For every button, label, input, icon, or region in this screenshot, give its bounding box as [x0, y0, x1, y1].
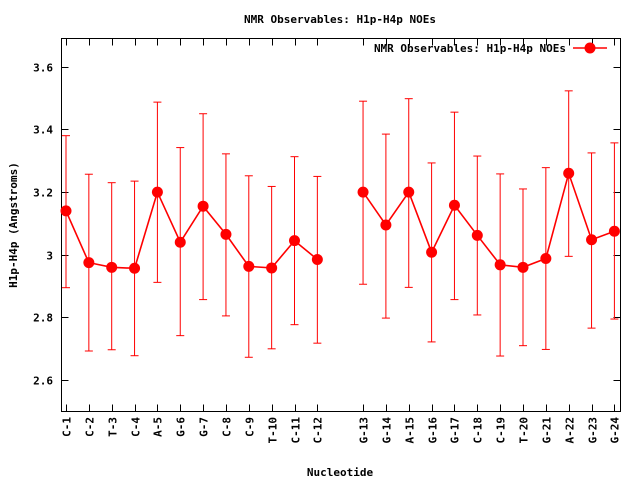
x-tick-label: G-14 [381, 417, 394, 444]
chart-title: NMR Observables: H1p-H4p NOEs [244, 13, 436, 26]
data-point [243, 260, 255, 272]
x-tick-label: C-8 [221, 417, 234, 437]
x-tick-label: G-13 [358, 417, 371, 444]
data-point [174, 236, 186, 248]
data-point [106, 261, 118, 273]
data-point [311, 253, 323, 265]
x-tick-label: G-16 [427, 417, 440, 444]
data-point [471, 229, 483, 241]
x-tick-label: G-6 [175, 417, 188, 437]
data-point [83, 257, 95, 269]
data-point [60, 205, 72, 217]
plot-frame [61, 38, 621, 412]
data-point [403, 186, 415, 198]
x-tick-label: A-15 [404, 417, 417, 444]
data-point [494, 259, 506, 271]
x-tick-label: G-24 [609, 417, 622, 444]
x-tick-label: T-3 [107, 417, 120, 437]
data-point [151, 186, 163, 198]
legend: NMR Observables: H1p-H4p NOEs [374, 42, 607, 55]
x-tick-label: C-4 [130, 417, 143, 437]
data-points [60, 167, 620, 274]
y-tick-label: 2.8 [33, 312, 53, 325]
legend-label: NMR Observables: H1p-H4p NOEs [374, 42, 566, 55]
data-point [586, 234, 598, 246]
x-tick-label: C-11 [290, 417, 303, 444]
x-axis-label: Nucleotide [307, 466, 374, 479]
y-tick-label: 3.6 [33, 62, 53, 75]
data-point [517, 261, 529, 273]
x-tick-label: G-17 [449, 417, 462, 444]
y-tick-label: 3.2 [33, 187, 53, 200]
y-tick-label: 2.6 [33, 375, 53, 388]
data-point [448, 199, 460, 211]
legend-marker [584, 42, 596, 54]
data-point [289, 235, 300, 247]
data-point [608, 225, 620, 237]
data-point [357, 186, 369, 198]
data-point [426, 246, 438, 258]
x-tick-label: C-19 [495, 417, 508, 444]
error-bars [62, 90, 619, 358]
x-tick-label: T-10 [267, 417, 280, 444]
data-point [220, 228, 232, 240]
y-tick-label: 3 [46, 250, 53, 263]
x-tick-label: A-22 [564, 417, 577, 444]
x-tick-label: C-2 [84, 417, 97, 437]
x-tick-label: C-12 [312, 417, 325, 444]
y-tick-label: 3.4 [33, 124, 53, 137]
data-point [380, 219, 392, 231]
x-tick-label: G-23 [587, 417, 600, 444]
data-point [266, 262, 278, 274]
data-point [197, 200, 209, 212]
x-tick-label: A-5 [152, 417, 165, 437]
series-line [65, 170, 615, 270]
x-axis: C-1 C-2 T-3 C-4 A-5 G-6 G-7 C-8 C-9 T-10 C-11 C-12 G… [61, 38, 622, 444]
x-tick-label: G-7 [198, 417, 211, 437]
y-axis-label: H1p-H4p (Angstroms) [7, 162, 20, 288]
x-tick-label: C-18 [472, 417, 485, 444]
x-tick-label: T-20 [518, 417, 531, 444]
data-point [563, 167, 575, 179]
y-axis: 2.6 2.8 3 3.2 3.4 3.6 [33, 62, 621, 388]
x-tick-label: C-9 [244, 417, 257, 437]
x-tick-label: G-21 [541, 417, 554, 444]
data-point [129, 262, 141, 274]
x-tick-label: C-1 [61, 417, 74, 437]
data-point [540, 253, 552, 265]
